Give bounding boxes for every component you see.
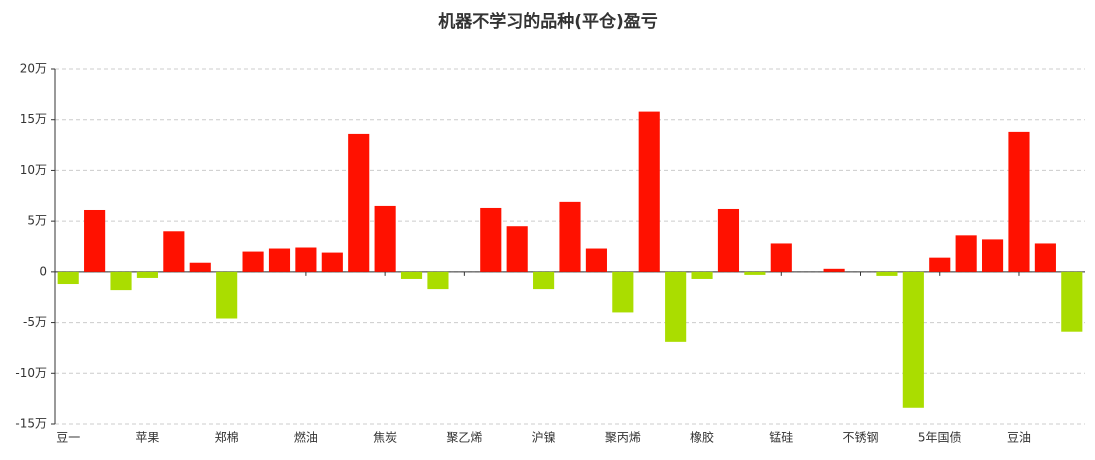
y-tick-label: -5万: [23, 315, 47, 329]
x-tick-label: 不锈钢: [843, 431, 879, 445]
y-tick-label: -10万: [15, 366, 47, 380]
x-tick-label: 沪镍: [532, 431, 556, 445]
bar: [189, 262, 211, 272]
bar: [57, 271, 79, 285]
y-tick-label: -15万: [15, 417, 47, 431]
y-tick-label: 0: [39, 264, 47, 278]
bar: [559, 201, 581, 272]
x-tick-label: 燃油: [294, 430, 318, 445]
bar: [533, 271, 555, 290]
bar: [295, 247, 317, 272]
bar: [136, 271, 158, 278]
bar: [638, 111, 660, 272]
bar: [400, 271, 423, 279]
x-tick-label: 焦炭: [373, 431, 397, 445]
bar: [902, 271, 924, 408]
bar: [110, 271, 132, 291]
bar: [163, 231, 185, 272]
bar: [691, 271, 713, 279]
bar: [374, 205, 396, 272]
bar: [585, 248, 607, 272]
bar: [770, 243, 792, 272]
x-tick-label: 锰硅: [769, 430, 793, 445]
x-tick-label: 豆一: [56, 431, 80, 445]
x-tick-label: 聚丙烯: [605, 431, 641, 445]
y-tick-label: 5万: [27, 214, 47, 228]
x-tick-label: 豆油: [1007, 431, 1031, 445]
bar: [744, 271, 766, 275]
bar: [717, 208, 740, 272]
bar: [506, 226, 528, 272]
x-tick-label: 聚乙烯: [446, 431, 482, 445]
bar: [955, 235, 977, 272]
bar: [1061, 271, 1083, 332]
y-tick-label: 20万: [20, 62, 47, 76]
bar: [982, 239, 1004, 272]
x-tick-label: 苹果: [135, 431, 159, 445]
bar: [268, 248, 291, 272]
bar: [348, 133, 370, 272]
y-tick-label: 10万: [20, 163, 47, 177]
bar: [427, 271, 449, 290]
bar: [84, 209, 106, 272]
bar: [665, 271, 687, 342]
x-tick-label: 橡胶: [690, 430, 714, 445]
x-tick-label: 郑棉: [215, 430, 239, 445]
bar: [929, 257, 951, 272]
y-tick-label: 15万: [20, 112, 47, 126]
bar: [1034, 243, 1056, 272]
bar: [480, 207, 502, 272]
chart-title: 机器不学习的品种(平仓)盈亏: [438, 11, 658, 32]
bar: [1008, 131, 1030, 272]
bar: [823, 268, 845, 272]
bar: [321, 252, 343, 272]
bar: [612, 271, 634, 313]
bar: [216, 271, 238, 319]
x-tick-label: 5年国债: [918, 431, 962, 445]
bar: [242, 251, 264, 272]
bar: [876, 271, 898, 276]
